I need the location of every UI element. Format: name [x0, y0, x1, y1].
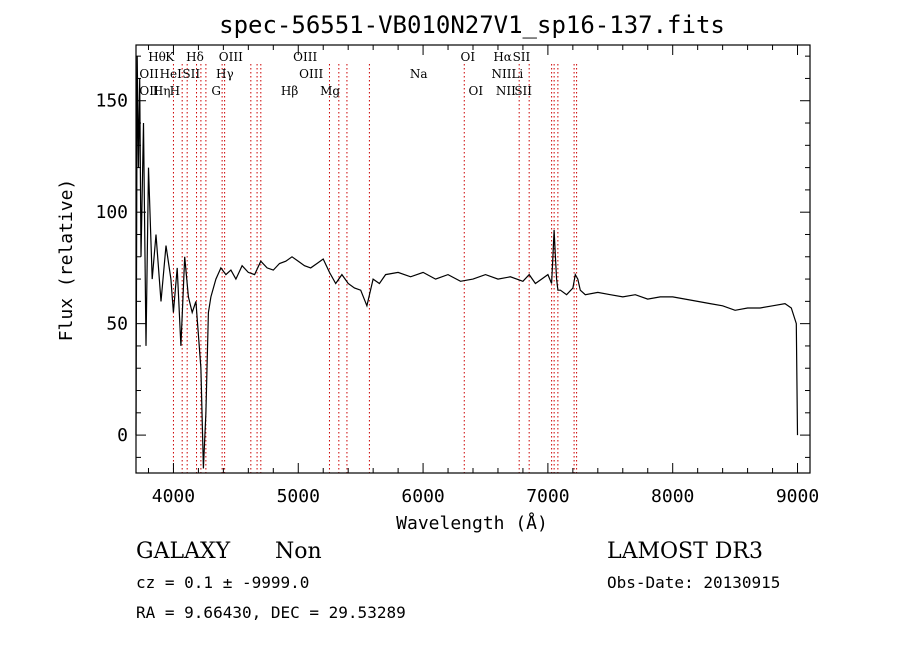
- y-tick-label: 150: [95, 91, 128, 112]
- line-label: K: [165, 50, 175, 64]
- line-label: OI: [469, 84, 484, 98]
- line-label: G: [211, 84, 221, 98]
- line-label: HeI: [160, 67, 183, 81]
- x-tick-label: 9000: [776, 486, 819, 507]
- survey-name: LAMOST DR3: [607, 539, 763, 564]
- line-label: NII: [496, 84, 516, 98]
- object-subclass: Non: [275, 539, 322, 564]
- line-label: Li: [511, 67, 523, 81]
- line-label: Hγ: [216, 67, 234, 81]
- x-tick-label: 8000: [651, 486, 694, 507]
- line-label: SII: [513, 50, 531, 64]
- line-label: H: [170, 84, 180, 98]
- line-label: Na: [410, 67, 428, 81]
- line-label: Hθ: [148, 50, 166, 64]
- y-tick-label: 50: [106, 314, 128, 335]
- y-axis-ticks: 0 50 100 150: [95, 55, 810, 458]
- line-label: NII: [491, 67, 511, 81]
- x-tick-label: 5000: [277, 486, 320, 507]
- line-label: OIII: [219, 50, 243, 64]
- line-label: OIII: [299, 67, 323, 81]
- line-label: SII: [182, 67, 200, 81]
- line-label: Hα: [493, 50, 512, 64]
- line-label: Hβ: [281, 84, 298, 98]
- line-label: OII: [139, 84, 159, 98]
- line-label: Hη: [153, 84, 171, 98]
- flux-series-line: [135, 56, 799, 469]
- x-axis-ticks: 4000 5000 6000 7000 8000 9000: [147, 45, 819, 507]
- ra-dec-readout: RA = 9.66430, DEC = 29.53289: [136, 603, 406, 622]
- emission-line-markers: [172, 64, 578, 473]
- y-tick-label: 100: [95, 202, 128, 223]
- line-label: OI: [461, 50, 476, 64]
- x-axis-label: Wavelength (Å): [396, 512, 548, 534]
- observation-date: Obs-Date: 20130915: [607, 573, 780, 592]
- line-label: OII: [139, 67, 159, 81]
- x-tick-label: 4000: [152, 486, 195, 507]
- y-axis-label: Flux (relative): [56, 179, 77, 342]
- x-tick-label: 7000: [526, 486, 569, 507]
- x-tick-label: 6000: [401, 486, 444, 507]
- line-label: Hδ: [186, 50, 204, 64]
- redshift-readout: cz = 0.1 ± -9999.0: [136, 573, 309, 592]
- line-label: SII: [514, 84, 532, 98]
- plot-frame: [135, 44, 811, 474]
- chart-title: spec-56551-VB010N27V1_sp16-137.fits: [219, 11, 725, 39]
- line-label: Mg: [320, 84, 340, 98]
- line-label: OIII: [293, 50, 317, 64]
- object-class: GALAXY: [136, 539, 231, 564]
- y-tick-label: 0: [117, 425, 128, 446]
